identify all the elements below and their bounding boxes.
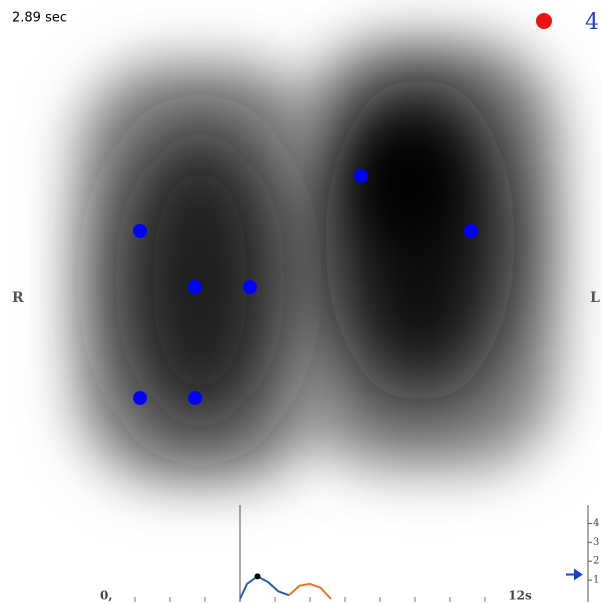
trace-chart: 0, 12s 1 2 3 4 <box>100 505 599 603</box>
time-label: 2.89 sec <box>12 11 67 26</box>
side-label: L <box>590 290 600 306</box>
screen: 2.89 sec 4 R L 0, 12s 1 2 3 4 <box>0 0 602 604</box>
lung-image <box>78 42 558 482</box>
count-label: 4 <box>585 10 599 35</box>
trace-line <box>240 576 289 599</box>
y-tick-label: 2 <box>593 556 599 567</box>
peak-marker <box>255 573 261 579</box>
status-dot <box>536 13 552 29</box>
x-tick-label: 12s <box>508 589 532 603</box>
y-tick-label: 4 <box>593 518 599 529</box>
level-arrow <box>566 570 581 578</box>
trace-line <box>289 584 331 599</box>
y-tick-label: 1 <box>593 575 599 586</box>
side-label: R <box>12 290 24 306</box>
x-tick-label: 0, <box>100 589 113 603</box>
y-tick-label: 3 <box>593 537 599 548</box>
